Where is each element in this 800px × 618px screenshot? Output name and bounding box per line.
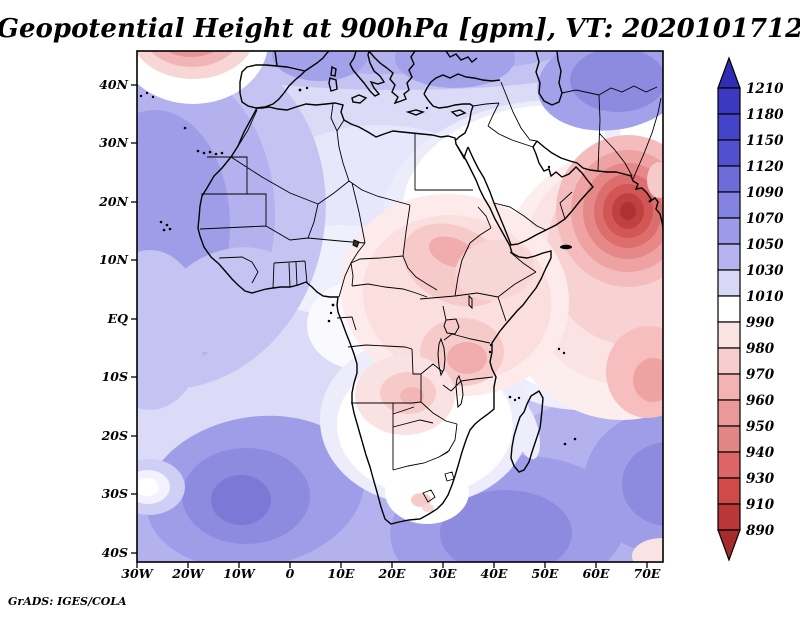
colorbar-segment [717, 425, 741, 453]
colorbar-segment [717, 503, 741, 531]
colorbar-labels: 1210 1180 1150 1120 1090 1070 1050 1030 … [746, 81, 784, 539]
x-tick-label: 10E [328, 566, 355, 581]
lake-chad [352, 239, 360, 248]
colorbar-label: 1120 [746, 159, 784, 175]
colorbar-segment [717, 451, 741, 479]
colorbar-segment [717, 373, 741, 401]
colorbar: 1210 1180 1150 1120 1090 1070 1050 1030 … [717, 56, 784, 562]
y-tick-label: 20N [98, 194, 128, 209]
madagascar-coastline [510, 390, 544, 473]
y-tick-label: 40S [102, 545, 128, 560]
grads-attribution: GrADS: IGES/COLA [8, 595, 127, 608]
axis-ticks [131, 84, 648, 568]
shaded-field [137, 51, 663, 562]
europe-coastlines [239, 51, 467, 117]
colorbar-segment [717, 321, 741, 349]
x-tick-label: 30W [121, 566, 154, 581]
colorbar-label: 940 [746, 445, 775, 461]
chart-title: Geopotential Height at 900hPa [gpm], VT:… [0, 14, 800, 44]
y-tick-label: 20S [101, 428, 128, 443]
y-tick-label: 40N [99, 77, 128, 92]
colorbar-segment [717, 295, 741, 323]
colorbar-label: 960 [746, 393, 775, 409]
island-dots [139, 86, 577, 446]
x-tick-label: 50E [532, 566, 559, 581]
colorbar-segment [717, 113, 741, 141]
colorbar-segment [717, 191, 741, 219]
x-tick-label: 60E [583, 566, 610, 581]
x-axis-labels: 30W 20W 10W 0 10E 20E 30E 40E 50E 60E 70… [121, 566, 661, 581]
colorbar-segment [717, 87, 741, 115]
colorbar-label: 990 [746, 315, 775, 331]
colorbar-segment [717, 269, 741, 297]
x-tick-label: 20E [378, 566, 406, 581]
colorbar-label: 1090 [746, 185, 784, 201]
y-axis-labels: 40N 30N 20N 10N EQ 10S 20S 30S 40S [98, 77, 128, 560]
map-frame [136, 50, 664, 563]
y-tick-label: 10N [99, 252, 128, 267]
colorbar-segment [717, 399, 741, 427]
africa-coastline [197, 102, 552, 525]
x-tick-label: 70E [634, 566, 661, 581]
colorbar-label: 1180 [746, 107, 784, 123]
colorbar-label: 970 [746, 367, 775, 383]
x-tick-label: 40E [481, 566, 508, 581]
y-tick-label: 30N [99, 135, 128, 150]
colorbar-segment [717, 139, 741, 167]
y-tick-label: 30S [102, 486, 128, 501]
x-tick-label: 30E [430, 566, 457, 581]
colorbar-label: 1050 [746, 237, 784, 253]
colorbar-label: 1070 [746, 211, 784, 227]
colorbar-label: 890 [746, 523, 775, 539]
colorbar-segment [717, 165, 741, 193]
colorbar-segment [717, 477, 741, 505]
colorbar-segment [717, 243, 741, 271]
country-borders [199, 81, 662, 503]
colorbar-label: 1030 [746, 263, 784, 279]
colorbar-label: 1150 [746, 133, 784, 149]
colorbar-segment [717, 347, 741, 375]
colorbar-label: 930 [746, 471, 775, 487]
colorbar-label: 1010 [746, 289, 784, 305]
colorbar-arrow-top [717, 56, 741, 89]
y-tick-label: EQ [107, 311, 129, 326]
lakes [437, 294, 473, 409]
map-outlines [139, 51, 663, 525]
x-tick-label: 0 [286, 566, 295, 581]
colorbar-arrow-bottom [717, 529, 741, 562]
colorbar-label: 1210 [746, 81, 784, 97]
colorbar-label: 950 [746, 419, 775, 435]
y-tick-label: 10S [102, 369, 128, 384]
colorbar-label: 910 [746, 497, 775, 513]
colorbar-segment [717, 217, 741, 245]
colorbar-label: 980 [746, 341, 775, 357]
x-tick-label: 10W [223, 566, 256, 581]
asia-coastlines [423, 51, 663, 246]
x-tick-label: 20W [171, 566, 205, 581]
